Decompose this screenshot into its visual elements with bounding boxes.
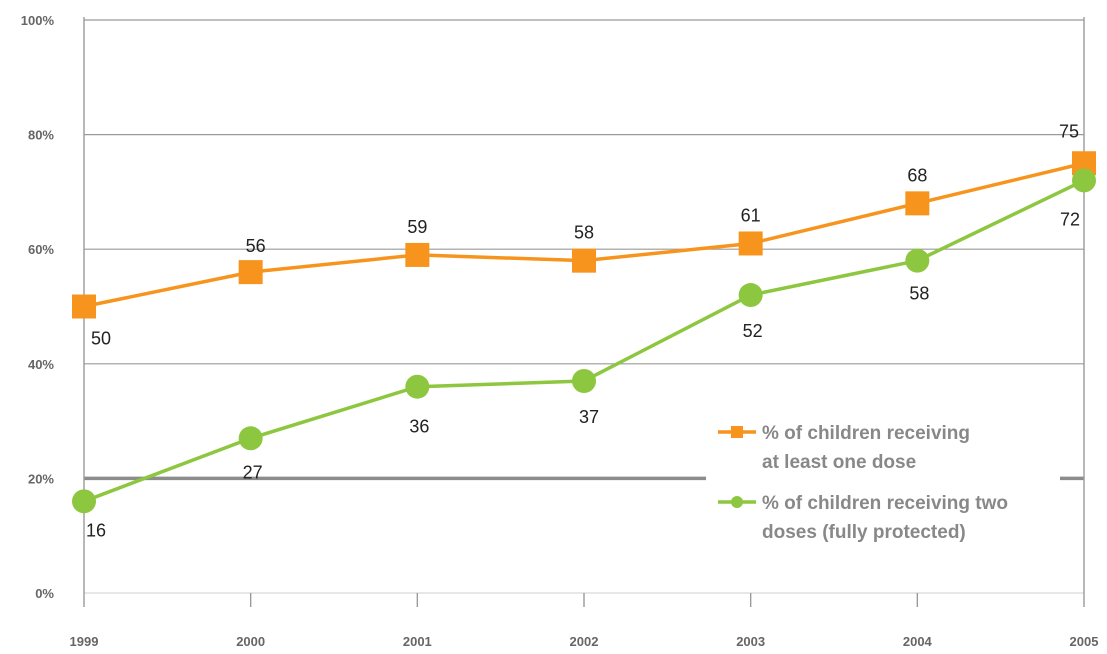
y-tick-label: 20% — [28, 471, 54, 486]
data-label: 50 — [91, 329, 111, 349]
x-tick-label: 2001 — [403, 634, 432, 649]
data-label: 37 — [579, 407, 599, 427]
x-tick-label: 2005 — [1070, 634, 1099, 649]
data-label: 36 — [409, 417, 429, 437]
y-axis: 0% 20% 40% 60% 80% 100% — [21, 13, 55, 601]
data-point — [1072, 168, 1096, 193]
x-tick-label: 2002 — [570, 634, 599, 649]
data-label: 59 — [407, 217, 427, 237]
data-point — [905, 191, 930, 216]
x-tick-label: 2004 — [903, 634, 933, 649]
data-point — [738, 231, 763, 256]
y-tick-label: 80% — [28, 128, 54, 143]
legend-marker — [731, 496, 743, 508]
data-point — [572, 248, 596, 273]
data-label: 58 — [574, 223, 594, 243]
data-point — [405, 242, 430, 267]
data-label: 72 — [1060, 209, 1080, 229]
data-point — [572, 368, 596, 393]
data-label: 58 — [909, 284, 929, 304]
y-tick-label: 60% — [28, 242, 54, 257]
legend-label: % of children receiving — [762, 423, 970, 444]
legend-background — [706, 404, 1060, 556]
series-two-doses: 16 27 36 37 52 58 72 — [72, 168, 1096, 540]
data-point — [405, 374, 430, 399]
data-label: 61 — [741, 205, 761, 225]
data-label: 16 — [86, 520, 106, 540]
data-point — [738, 283, 763, 308]
legend-item: % of children receiving two doses (fully … — [718, 493, 1008, 543]
legend-label: at least one dose — [762, 452, 916, 473]
x-tick-label: 2003 — [736, 634, 765, 649]
data-point — [238, 426, 263, 451]
legend: % of children receiving at least one dose… — [706, 404, 1060, 556]
y-tick-label: 0% — [35, 586, 54, 601]
y-tick-label: 100% — [21, 13, 55, 28]
legend-label: % of children receiving two — [762, 493, 1008, 514]
x-tick-label: 1999 — [70, 634, 99, 649]
data-label: 68 — [907, 165, 927, 185]
data-label: 56 — [246, 236, 266, 256]
data-label: 75 — [1059, 121, 1079, 141]
data-point — [72, 294, 96, 319]
legend-item: % of children receiving at least one dose — [718, 423, 970, 473]
series-at-least-one-dose: 50 56 59 58 61 68 75 — [72, 121, 1096, 349]
x-axis: 1999 2000 2001 2002 2003 2004 2005 — [70, 593, 1099, 649]
legend-marker — [731, 426, 743, 438]
series-group: 50 56 59 58 61 68 75 16 27 36 37 52 58 72 — [72, 121, 1096, 540]
data-label: 27 — [243, 462, 263, 482]
data-point — [72, 489, 96, 514]
data-label: 52 — [743, 321, 763, 341]
x-tick-label: 2000 — [236, 634, 265, 649]
data-point — [905, 248, 930, 273]
y-tick-label: 40% — [28, 357, 54, 372]
legend-label: doses (fully protected) — [762, 522, 966, 543]
data-point — [238, 260, 263, 285]
